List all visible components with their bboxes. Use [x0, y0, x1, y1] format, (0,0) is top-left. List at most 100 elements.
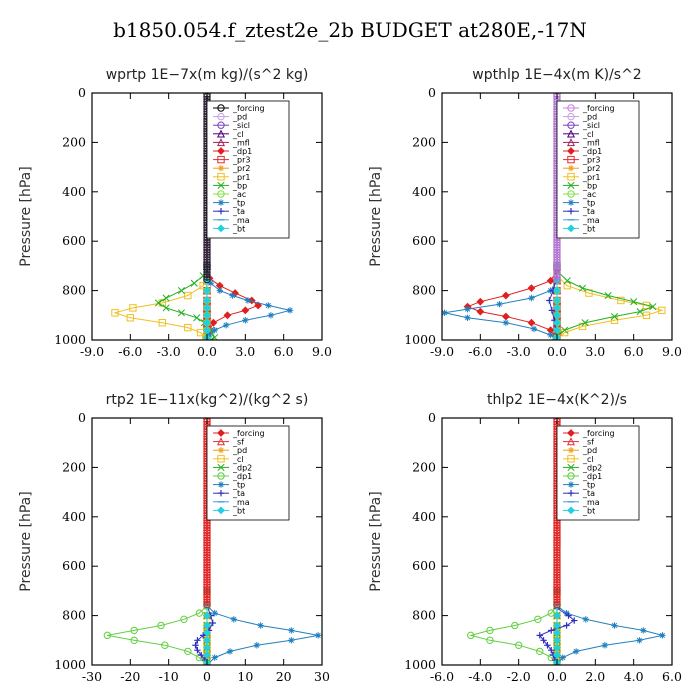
legend-label: _bt: [582, 506, 595, 515]
zero-profile-marker: [553, 578, 561, 586]
legend-label: _dp1: [582, 147, 602, 156]
data-point-tp: [464, 305, 471, 313]
zero-profile-marker: [203, 251, 211, 259]
zero-profile-marker: [553, 256, 561, 264]
data-point-tp: [206, 331, 213, 339]
legend-label: _dp1: [582, 472, 602, 481]
x-tick-label: 2.0: [585, 669, 605, 684]
data-point-bp: [162, 294, 170, 302]
legend-label: _ta: [232, 207, 245, 216]
legend-label: _pd: [582, 113, 597, 122]
y-tick-label: 200: [62, 459, 86, 474]
legend: _forcing_pd_sicl_cl_mfl_dp1_pr3_pr2_pr1_…: [556, 100, 640, 239]
data-point-pr1: [642, 311, 651, 320]
zero-profile-marker: [203, 556, 211, 564]
data-point-bp: [630, 298, 638, 306]
data-point-pr1: [184, 291, 192, 300]
data-point-ta: [540, 637, 547, 644]
zero-profile-marker: [553, 548, 561, 557]
data-point-tp: [211, 654, 218, 661]
x-tick-label: -6.0: [430, 669, 454, 684]
zero-profile-marker: [553, 238, 561, 247]
y-axis-label: Pressure [hPa]: [368, 491, 384, 591]
legend-label: _cl: [232, 130, 244, 139]
legend-label: _sf: [232, 438, 244, 447]
legend-marker: [567, 208, 575, 215]
x-tick-label: 6.0: [624, 344, 644, 359]
data-point-dp1: [486, 636, 494, 645]
data-point-bt: [553, 628, 561, 637]
data-point-ta: [536, 632, 543, 639]
x-tick-label: -10: [159, 669, 179, 684]
zero-profile-marker: [553, 593, 561, 601]
zero-profile-marker: [203, 571, 211, 579]
legend: _forcing_sf_pd_cl_dp2_dp1_tp_ta_ma_bt: [206, 425, 290, 521]
zero-profile-marker: [553, 521, 561, 530]
plot-area: [442, 261, 666, 340]
data-point-bt: [203, 628, 211, 637]
zero-profile-marker: [203, 268, 211, 276]
data-point-bt: [203, 318, 211, 327]
zero-profile-marker: [203, 585, 211, 594]
y-tick-label: 400: [412, 184, 436, 199]
data-point-pr1: [563, 281, 571, 290]
legend-marker: [567, 147, 575, 155]
y-tick-label: 1000: [404, 657, 436, 672]
zero-profile-marker: [203, 524, 211, 532]
zero-profile-marker: [553, 573, 561, 582]
legend-label: _forcing: [582, 429, 615, 438]
legend-marker: [217, 173, 225, 181]
data-point-dp1: [161, 641, 169, 649]
data-point-tp: [611, 622, 618, 629]
data-point-tp: [502, 319, 510, 326]
legend-marker: [217, 490, 225, 497]
legend-label: _cl: [582, 455, 594, 464]
data-point-bp: [563, 277, 571, 285]
y-tick-label: 600: [412, 558, 436, 573]
plot-area: [111, 261, 294, 340]
data-point-bp: [604, 291, 612, 300]
x-tick-label: -30: [82, 669, 102, 684]
x-tick-label: 10: [237, 669, 253, 684]
legend-marker: [567, 429, 575, 437]
legend-marker: [217, 112, 225, 121]
legend-label: _ta: [582, 207, 595, 216]
y-tick-label: 0: [78, 410, 86, 425]
panel-title: rtp2 1E−11x(kg^2)/(kg^2 s): [106, 392, 309, 408]
data-point-tp: [229, 292, 236, 299]
legend-label: _pr1: [232, 173, 250, 182]
data-point-bt: [203, 326, 211, 335]
zero-profile-marker: [553, 558, 561, 567]
legend-label: _pr2: [582, 164, 600, 173]
data-point-pr1: [658, 306, 666, 315]
zero-profile-marker: [203, 598, 211, 606]
data-point-dp1: [103, 631, 112, 640]
series-line-pr1: [556, 275, 664, 340]
series-line-dp1: [466, 270, 558, 340]
data-point-pr1: [111, 309, 119, 317]
x-tick-label: -9.0: [80, 344, 104, 359]
x-tick-label: -6.0: [468, 344, 492, 359]
legend-marker: [567, 490, 575, 497]
y-tick-label: 800: [412, 283, 436, 298]
legend-marker: [567, 455, 575, 463]
series-line-bp: [553, 270, 655, 340]
legend-marker: [217, 155, 225, 164]
data-point-bp: [193, 314, 201, 322]
zero-profile-marker: [203, 531, 211, 540]
zero-profile-marker: [203, 536, 211, 544]
data-point-tp: [530, 325, 538, 333]
x-tick-label: 20: [276, 669, 292, 684]
y-tick-label: 600: [62, 558, 86, 573]
legend-marker: [217, 199, 225, 206]
x-tick-label: -20: [120, 669, 140, 684]
zero-profile-marker: [553, 551, 561, 559]
zero-profile-marker: [553, 566, 561, 574]
data-point-dp1: [241, 306, 250, 315]
data-point-tp: [442, 309, 448, 317]
legend-label: _pd: [582, 446, 597, 455]
page-title: b1850.054.f_ztest2e_2b BUDGET at280E,-17…: [113, 18, 587, 42]
data-point-bt: [203, 621, 211, 630]
legend-label: _tp: [232, 481, 245, 490]
data-point-tp: [211, 609, 218, 617]
